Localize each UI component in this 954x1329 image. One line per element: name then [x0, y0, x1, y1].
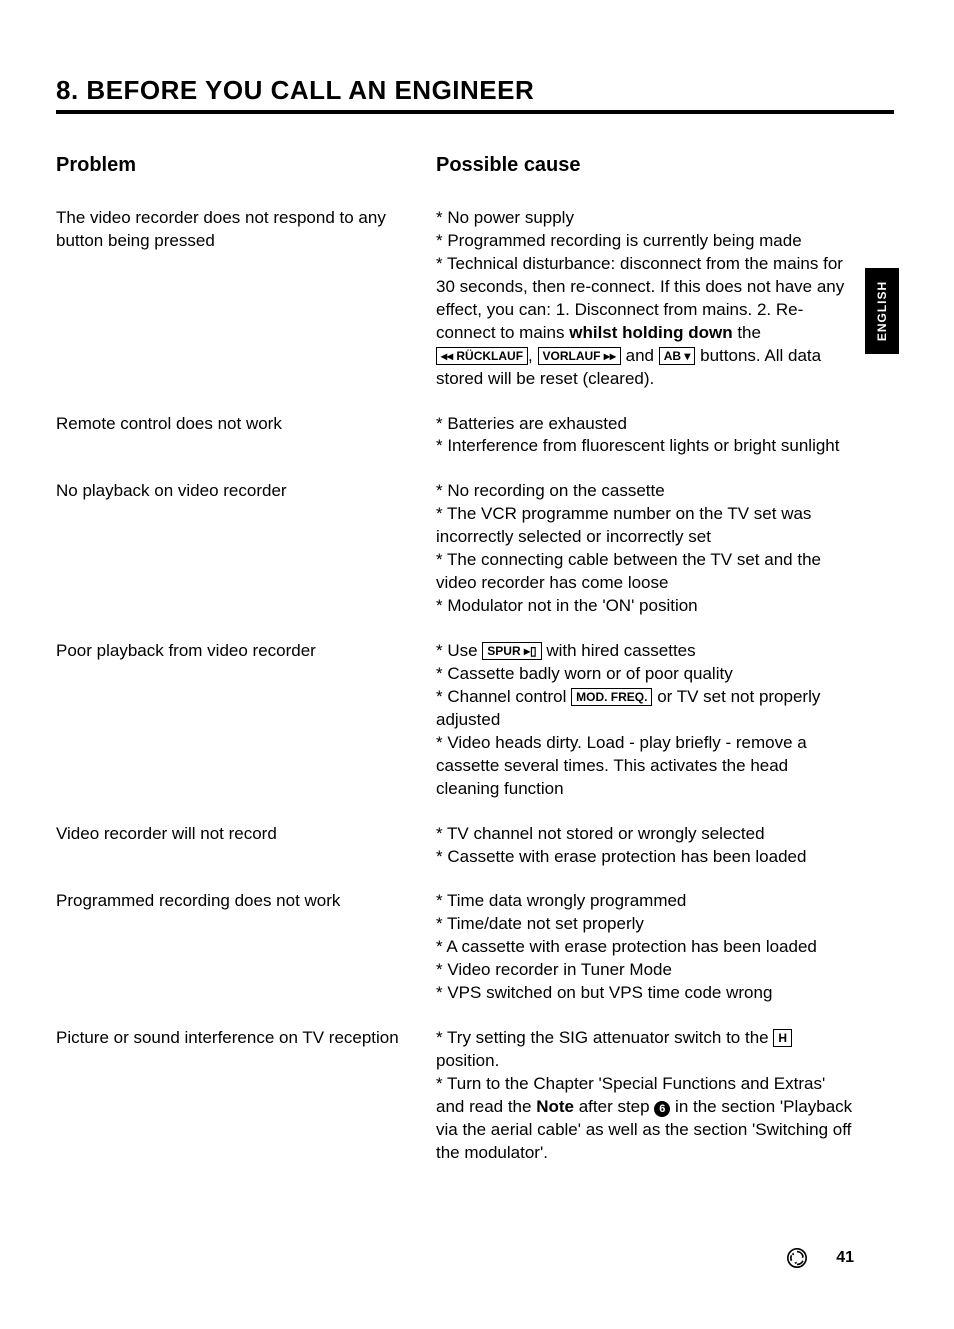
problem-text: Programmed recording does not work	[56, 890, 406, 1005]
cause-bold: Note	[536, 1097, 574, 1116]
problem-text: Video recorder will not record	[56, 823, 406, 869]
problem-text: No playback on video recorder	[56, 480, 406, 618]
problem-text: Picture or sound interference on TV rece…	[56, 1027, 406, 1165]
table-row: No playback on video recorder * No recor…	[56, 480, 894, 618]
cause-text: * TV channel not stored or wrongly selec…	[436, 823, 856, 869]
cause-fragment: * No power supply * Programmed recording…	[436, 208, 844, 342]
cause-text: * Try setting the SIG attenuator switch …	[436, 1027, 856, 1165]
table-row: Video recorder will not record * TV chan…	[56, 823, 894, 869]
cause-text: * No recording on the cassette * The VCR…	[436, 480, 856, 618]
page-footer: 41	[786, 1247, 854, 1269]
spur-button-icon: SPUR ▸▯	[482, 642, 541, 660]
cause-column-header: Possible cause	[436, 154, 856, 177]
vorlauf-button-icon: VORLAUF ▸▸	[538, 347, 621, 365]
table-row: Picture or sound interference on TV rece…	[56, 1027, 894, 1165]
cause-fragment: the	[733, 323, 761, 342]
page-number: 41	[836, 1249, 854, 1267]
problem-text: Poor playback from video recorder	[56, 640, 406, 801]
column-headers: Problem Possible cause	[56, 154, 894, 207]
rucklauf-button-icon: ◂◂ RÜCKLAUF	[436, 347, 528, 365]
language-tab-label: ENGLISH	[875, 281, 889, 341]
modfreq-button-icon: MOD. FREQ.	[571, 688, 652, 706]
h-button-icon: H	[773, 1029, 792, 1047]
section-title-text: BEFORE YOU CALL AN ENGINEER	[86, 75, 534, 105]
heading-rule	[56, 110, 894, 114]
table-row: Poor playback from video recorder * Use …	[56, 640, 894, 801]
cause-text: * Time data wrongly programmed * Time/da…	[436, 890, 856, 1005]
cause-fragment: after step	[574, 1097, 654, 1116]
cause-fragment: * Use	[436, 641, 482, 660]
cause-text: * Batteries are exhausted * Interference…	[436, 413, 856, 459]
table-row: The video recorder does not respond to a…	[56, 207, 894, 391]
manual-page: 8. BEFORE YOU CALL AN ENGINEER ENGLISH P…	[0, 0, 954, 1329]
cause-text: * Use SPUR ▸▯ with hired cassettes * Cas…	[436, 640, 856, 801]
language-tab: ENGLISH	[865, 268, 899, 354]
problem-text: Remote control does not work	[56, 413, 406, 459]
problem-text: The video recorder does not respond to a…	[56, 207, 406, 391]
ab-button-icon: AB ▾	[659, 347, 696, 365]
problem-column-header: Problem	[56, 154, 406, 177]
table-row: Remote control does not work * Batteries…	[56, 413, 894, 459]
section-number: 8.	[56, 75, 79, 105]
cause-text: * No power supply * Programmed recording…	[436, 207, 856, 391]
step-circle-icon: 6	[654, 1101, 670, 1117]
recycle-icon	[786, 1247, 808, 1269]
table-row: Programmed recording does not work * Tim…	[56, 890, 894, 1005]
cause-bold: whilst holding down	[569, 323, 732, 342]
section-heading: 8. BEFORE YOU CALL AN ENGINEER	[56, 75, 894, 106]
cause-fragment: * Try setting the SIG attenuator switch …	[436, 1028, 773, 1047]
